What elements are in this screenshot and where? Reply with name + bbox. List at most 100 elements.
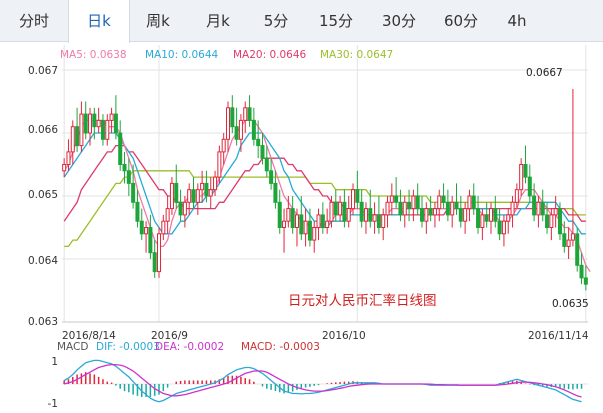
candle-body xyxy=(381,214,386,228)
y-tick-label: 0.063 xyxy=(28,316,58,328)
candle-body xyxy=(329,201,334,222)
candle-body xyxy=(299,214,304,235)
candle-body xyxy=(100,119,105,140)
tab-15min[interactable]: 15分 xyxy=(318,12,354,30)
candle-body xyxy=(549,214,554,228)
dea-legend: DEA: -0.0002 xyxy=(155,341,224,353)
candle-body xyxy=(325,220,330,228)
candle-body xyxy=(450,201,455,216)
tab-60min[interactable]: 60分 xyxy=(443,12,479,30)
candle-body xyxy=(230,107,235,128)
tab-4h[interactable]: 4h xyxy=(507,12,527,30)
candle-body xyxy=(148,227,153,254)
candle-body xyxy=(303,220,308,235)
candle-body xyxy=(152,252,157,273)
candle-body xyxy=(118,132,123,165)
candle-body xyxy=(88,113,93,134)
candle-body xyxy=(424,208,429,222)
candle-body xyxy=(441,195,446,203)
candle-body xyxy=(545,214,550,228)
candle-body xyxy=(523,164,528,178)
candle-body xyxy=(139,220,144,235)
candle-body xyxy=(221,138,226,153)
candles xyxy=(62,88,588,291)
candle-body xyxy=(467,195,472,210)
candle-body xyxy=(316,214,321,228)
candle-body xyxy=(165,208,170,222)
candle-body xyxy=(359,201,364,222)
dea-line xyxy=(64,363,582,398)
tab-monthly-k[interactable]: 月k xyxy=(206,12,230,30)
ma10-legend: MA10: 0.0644 xyxy=(145,49,219,61)
candle-body xyxy=(126,170,131,184)
candle-body xyxy=(536,201,541,216)
candle-body xyxy=(169,182,174,210)
macd-y-tick: -1 xyxy=(48,398,58,410)
candle-body xyxy=(493,208,498,222)
candle-body xyxy=(200,182,205,191)
candle-body xyxy=(312,227,317,241)
x-label: 2016/9 xyxy=(151,330,188,342)
candle-body xyxy=(174,182,179,203)
candle-body xyxy=(385,201,390,216)
candle-body xyxy=(79,113,84,147)
candle-body xyxy=(484,214,489,222)
chart-title: 日元对人民币汇率日线图 xyxy=(288,292,437,309)
candle-body xyxy=(62,164,67,172)
tab-5min[interactable]: 5分 xyxy=(263,12,289,30)
candle-body xyxy=(363,208,368,222)
candle-body xyxy=(260,145,265,159)
candle-body xyxy=(307,220,312,241)
candle-body xyxy=(540,201,545,216)
y-tick-label: 0.064 xyxy=(28,255,58,267)
candle-body xyxy=(238,119,243,140)
candle-body xyxy=(113,113,118,134)
candle-body xyxy=(368,208,373,222)
candle-body xyxy=(428,208,433,216)
tab-intraday[interactable]: 分时 xyxy=(18,12,49,30)
candle-body xyxy=(402,201,407,216)
candle-body xyxy=(458,208,463,222)
macd-panel-label: MACD xyxy=(57,341,88,353)
high-marker-label: 0.0667 xyxy=(526,67,563,79)
candle-body xyxy=(161,220,166,235)
macd-y-tick: 1 xyxy=(51,356,58,368)
candle-body xyxy=(437,195,442,210)
candle-body xyxy=(243,107,248,121)
candle-body xyxy=(83,113,88,134)
ma5-legend: MA5: 0.0638 xyxy=(60,49,127,61)
tab-daily-k[interactable]: 日k xyxy=(68,0,130,43)
candle-body xyxy=(419,208,425,222)
candle-body xyxy=(187,189,192,203)
candle-body xyxy=(480,214,485,228)
candle-body xyxy=(182,201,187,216)
x-label: 2016/11/14 xyxy=(528,330,589,342)
candle-body xyxy=(286,208,291,222)
candle-body xyxy=(398,201,403,216)
y-tick-label: 0.067 xyxy=(28,65,58,77)
candle-body xyxy=(320,214,325,228)
candle-body xyxy=(264,157,269,172)
x-label: 2016/8/14 xyxy=(62,330,116,342)
candle-body xyxy=(290,208,295,229)
candle-body xyxy=(195,189,200,203)
candle-body xyxy=(96,119,101,128)
candle-body xyxy=(415,195,420,210)
candle-body xyxy=(109,113,114,121)
candle-body xyxy=(514,189,519,203)
candle-body xyxy=(144,227,149,235)
ma30-legend: MA30: 0.0647 xyxy=(320,49,393,61)
candle-body xyxy=(506,214,511,222)
candle-body xyxy=(488,208,494,222)
tab-weekly-k[interactable]: 周k xyxy=(146,12,170,30)
candle-body xyxy=(282,220,287,228)
tab-30min[interactable]: 30分 xyxy=(381,12,417,30)
candle-body xyxy=(372,214,377,222)
candle-body xyxy=(394,195,399,203)
candle-body xyxy=(191,189,196,203)
candle-body xyxy=(389,195,394,203)
candle-body xyxy=(566,239,571,247)
candle-body xyxy=(234,126,239,140)
candle-body xyxy=(407,201,412,210)
